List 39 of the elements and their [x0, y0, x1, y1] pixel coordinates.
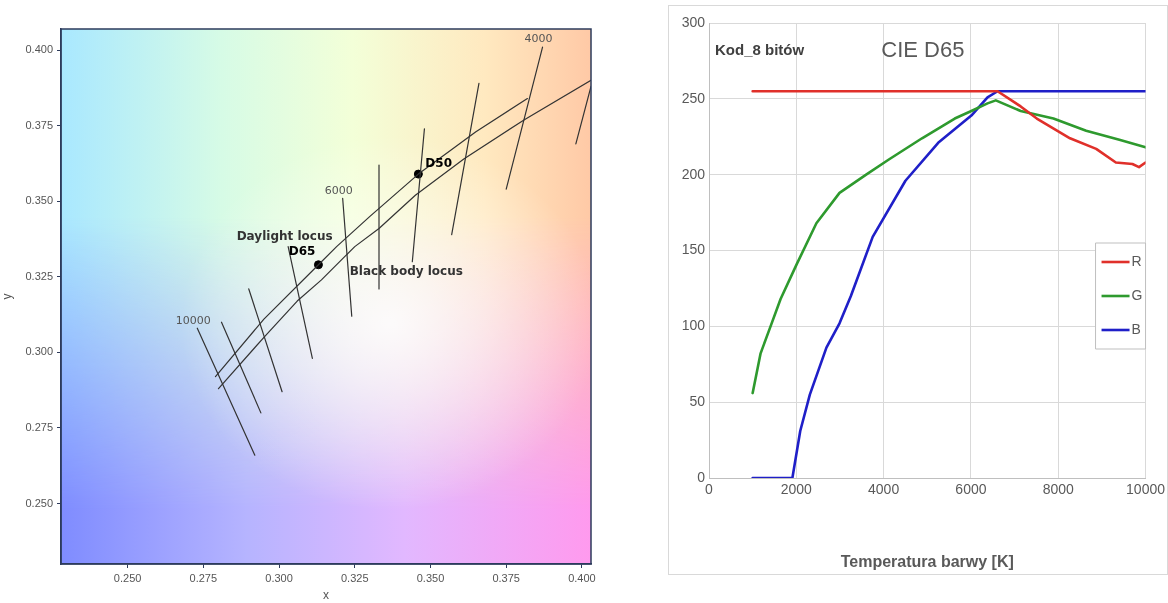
- x-tick-label: 0.325: [341, 571, 369, 584]
- y-tick-label: 0.400: [25, 43, 53, 56]
- annotation: 6000: [324, 183, 353, 197]
- y-tick-label: 0.300: [25, 345, 53, 358]
- series-label: D65: [288, 243, 316, 258]
- y-tick-label: 300: [681, 13, 706, 30]
- y-tick-label: 0: [697, 468, 706, 485]
- x-tick-label: 10000: [1126, 481, 1166, 498]
- y-tick-label: 200: [681, 165, 706, 182]
- x-tick-label: 0.400: [568, 571, 596, 584]
- x-tick-label: 4000: [868, 481, 900, 498]
- y-axis-title: Kod_8 bitów: [715, 41, 805, 59]
- legend-label: G: [1131, 286, 1143, 303]
- y-tick-label: 0.275: [25, 421, 53, 434]
- x-axis-title: Temperatura barwy [K]: [840, 552, 1014, 570]
- annotation: 4000: [524, 32, 553, 46]
- y-tick-label: 0.325: [25, 269, 53, 282]
- y-tick-label: 0.250: [25, 496, 53, 509]
- x-tick-label: 8000: [1042, 481, 1075, 498]
- x-tick-label: 0.250: [113, 571, 142, 584]
- annotation: 10000: [175, 313, 211, 327]
- x-tick-label: 0.375: [492, 571, 520, 584]
- x-tick-label: 0.300: [265, 571, 293, 584]
- text: CIE D65: [881, 37, 965, 63]
- y-tick-label: 50: [689, 393, 706, 410]
- legend-label: B: [1131, 320, 1141, 337]
- x-tick-label: 0.350: [416, 571, 445, 584]
- y-axis-title: y: [0, 293, 14, 300]
- y-tick-label: 100: [681, 317, 706, 334]
- y-tick-label: 150: [681, 241, 706, 258]
- series-label: Daylight locus: [236, 228, 333, 243]
- x-axis-title: x: [323, 588, 329, 603]
- x-tick-label: 0.275: [189, 571, 218, 584]
- y-tick-label: 250: [681, 89, 706, 106]
- y-tick-label: 0.350: [25, 194, 53, 207]
- legend-label: R: [1131, 252, 1142, 269]
- x-tick-label: 6000: [955, 481, 987, 498]
- x-tick-label: 2000: [780, 481, 813, 498]
- y-tick-label: 0.375: [25, 118, 53, 131]
